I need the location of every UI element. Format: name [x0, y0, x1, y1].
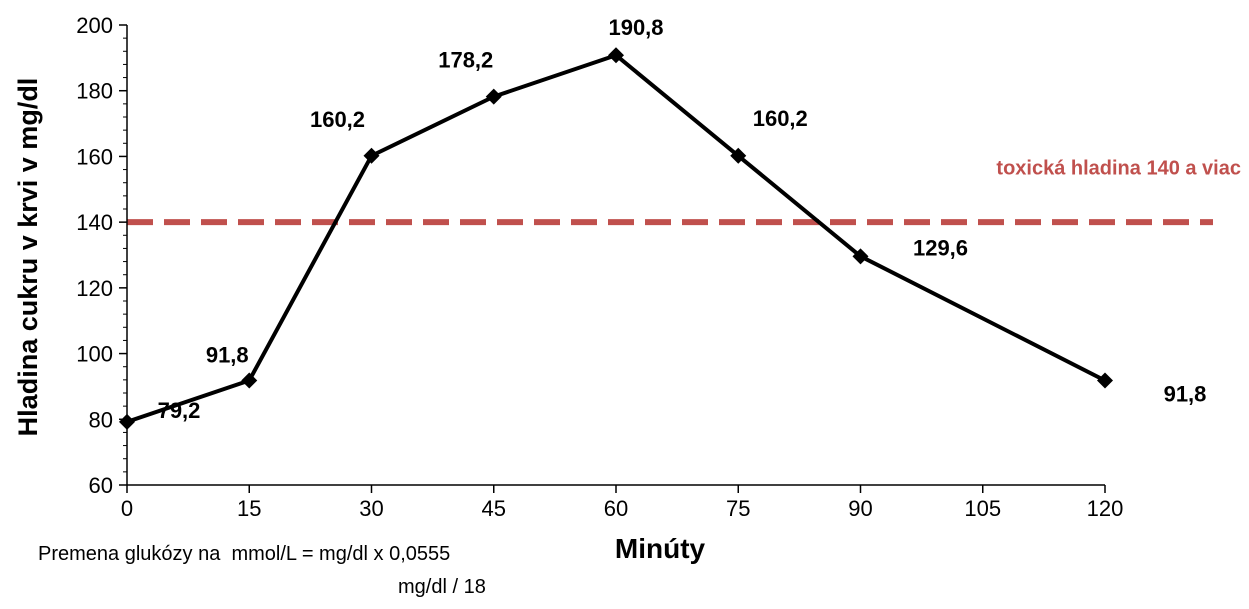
y-tick-label: 160 — [76, 144, 113, 169]
conversion-note-line2: mg/dl / 18 — [398, 576, 486, 598]
y-tick-label: 100 — [76, 342, 113, 367]
x-tick-label: 45 — [482, 496, 506, 521]
data-point-marker — [363, 147, 380, 164]
data-label: 178,2 — [438, 48, 493, 73]
data-point-marker — [119, 413, 135, 430]
data-label: 91,8 — [206, 343, 249, 368]
y-tick-label: 120 — [76, 276, 113, 301]
x-tick-label: 105 — [964, 496, 1001, 521]
data-point-marker — [485, 88, 502, 105]
series-line — [126, 53, 1106, 424]
data-label: 129,6 — [913, 235, 968, 260]
data-point-marker — [241, 372, 258, 389]
x-tick-label: 90 — [848, 496, 872, 521]
series-layer — [119, 47, 1113, 430]
x-tick-label: 30 — [359, 496, 383, 521]
ticks: 60 80 100 120 140 160 180 200 0 15 30 45 60 75 90 105 12… — [76, 13, 1123, 521]
data-label: 160,2 — [310, 107, 365, 132]
data-label: 91,8 — [1164, 382, 1207, 407]
x-tick-label: 0 — [121, 496, 133, 521]
x-tick-label: 60 — [604, 496, 628, 521]
data-labels: 79,2 91,8 160,2 178,2 190,8 160,2 129,6 91,8 — [158, 15, 1207, 423]
y-tick-label: 200 — [76, 13, 113, 38]
y-tick-label: 180 — [76, 79, 113, 104]
data-point-marker — [852, 248, 869, 265]
y-tick-label: 140 — [76, 210, 113, 235]
y-tick-label: 60 — [89, 473, 113, 498]
x-tick-label: 120 — [1087, 496, 1124, 521]
conversion-note-line1: Premena glukózy na mmol/L = mg/dl x 0,05… — [38, 543, 450, 565]
x-axis-title: Minúty — [615, 533, 706, 564]
x-tick-label: 15 — [237, 496, 261, 521]
x-tick-label: 75 — [726, 496, 750, 521]
y-axis-title: Hladina cukru v krvi v mg/dl — [13, 78, 43, 437]
data-label: 79,2 — [158, 398, 201, 423]
y-tick-label: 80 — [89, 407, 113, 432]
data-point-marker — [1097, 372, 1113, 389]
data-label: 160,2 — [753, 106, 808, 131]
data-label: 190,8 — [608, 15, 663, 40]
data-point-marker — [608, 47, 624, 64]
threshold-label: toxická hladina 140 a viac — [996, 158, 1241, 180]
data-point-marker — [730, 147, 747, 164]
